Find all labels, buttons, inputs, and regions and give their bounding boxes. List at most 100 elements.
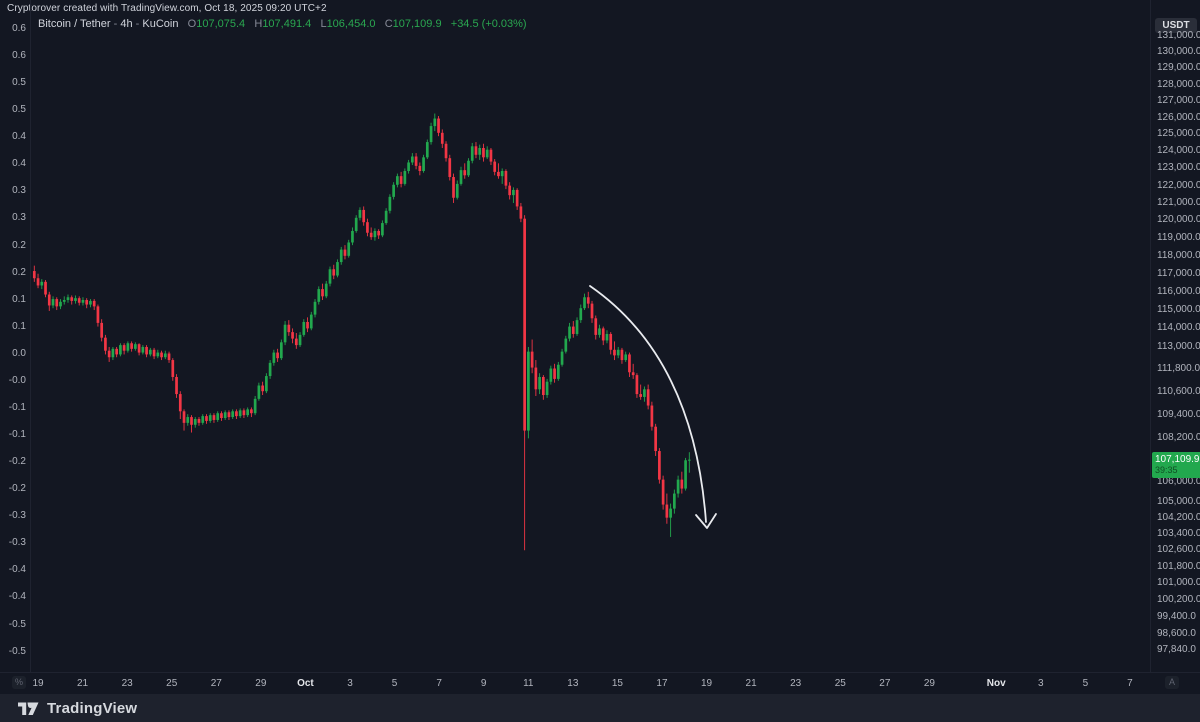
candle-up xyxy=(119,345,122,355)
currency-unit-button[interactable]: USDT xyxy=(1155,18,1197,33)
candle-up xyxy=(568,326,571,339)
time-axis-tick: 25 xyxy=(834,678,846,689)
right-axis-tick: 108,200.0 xyxy=(1157,432,1200,444)
candle-down xyxy=(190,417,193,425)
time-axis-tick: 9 xyxy=(480,678,487,689)
time-axis-tick: 19 xyxy=(700,678,713,689)
right-axis-tick: 123,000.0 xyxy=(1157,162,1200,174)
ohlc-open-value: 107,075.4 xyxy=(196,18,246,30)
candle-down xyxy=(197,418,201,423)
right-axis-tick: 131,000.0 xyxy=(1157,29,1200,41)
candle-up xyxy=(433,118,437,127)
trend-arrow-annotation[interactable] xyxy=(589,285,707,523)
candle-up xyxy=(351,230,354,243)
candle-down xyxy=(508,185,512,196)
time-axis-tick: Nov xyxy=(986,678,1006,689)
candle-up xyxy=(347,242,351,256)
candle-down xyxy=(32,271,36,279)
candle-down xyxy=(628,354,631,373)
candle-up xyxy=(208,415,212,421)
candle-wick xyxy=(688,452,690,473)
candle-up xyxy=(538,376,541,390)
candle-down xyxy=(212,415,216,420)
candle-up xyxy=(201,416,205,423)
time-axis-tick: 3 xyxy=(1038,678,1044,689)
candle-down xyxy=(519,206,523,219)
candle-down xyxy=(463,170,467,176)
candle-up xyxy=(134,344,137,349)
candle-up xyxy=(583,297,586,309)
right-axis-tick: 101,800.0 xyxy=(1157,560,1200,572)
right-axis-tick: 113,000.0 xyxy=(1157,340,1200,352)
candle-up xyxy=(485,149,489,158)
candle-up xyxy=(396,176,399,185)
candle-up xyxy=(455,183,459,198)
candle-up xyxy=(384,210,388,224)
time-axis-tick: 21 xyxy=(77,678,89,689)
right-axis-tick: 118,000.0 xyxy=(1157,249,1200,261)
candle-up xyxy=(279,342,283,359)
candle-up xyxy=(336,262,339,276)
candle-up xyxy=(257,385,261,399)
right-axis-tick: 100,200.0 xyxy=(1157,594,1200,606)
right-axis-tick: 126,000.0 xyxy=(1157,111,1200,123)
left-axis-tick: -0.2 xyxy=(8,456,26,468)
time-axis-tick: 7 xyxy=(436,678,442,689)
left-axis-tick: -0.4 xyxy=(8,564,26,576)
candle-down xyxy=(220,413,223,419)
time-axis-tick: 29 xyxy=(923,678,935,689)
candle-down xyxy=(377,230,381,236)
candle-up xyxy=(62,299,66,302)
right-axis-separator xyxy=(1150,0,1151,672)
candle-up xyxy=(425,142,429,158)
time-axis-tick: 7 xyxy=(1127,678,1133,689)
right-axis-tick: 111,800.0 xyxy=(1157,363,1200,375)
footer-bar: TradingView xyxy=(0,694,1200,722)
candle-up xyxy=(265,376,268,392)
left-axis-tick: 0.3 xyxy=(12,212,26,224)
left-axis-tick: -0.4 xyxy=(8,591,26,603)
candle-down xyxy=(534,367,538,390)
candle-down xyxy=(542,376,545,396)
arrow-head xyxy=(695,513,717,529)
right-axis-tick: 109,400.0 xyxy=(1157,409,1200,421)
left-scale-mode-badge[interactable]: % xyxy=(12,676,26,689)
candle-down xyxy=(489,149,493,162)
candle-up xyxy=(223,412,227,419)
candle-up xyxy=(673,493,676,509)
tradingview-logo-icon[interactable] xyxy=(18,699,39,718)
candle-down xyxy=(482,148,485,158)
candle-down xyxy=(107,350,111,358)
candle-up xyxy=(272,352,276,363)
time-axis-separator xyxy=(0,672,1200,673)
attribution-text: Cryptorover created with TradingView.com… xyxy=(7,3,327,14)
bar-countdown: 39:35 xyxy=(1155,464,1178,475)
candle-down xyxy=(680,479,684,489)
chart-pane[interactable] xyxy=(30,14,1150,672)
candle-up xyxy=(339,249,343,263)
candle-up xyxy=(500,171,504,177)
candle-down xyxy=(366,222,369,233)
candle-down xyxy=(515,189,519,207)
candle-up xyxy=(186,417,190,423)
candle-up xyxy=(51,299,55,306)
candle-up xyxy=(403,171,407,184)
candle-up xyxy=(470,146,474,161)
legend-symbol[interactable]: Bitcoin / Tether xyxy=(38,18,111,30)
left-axis-tick: 0.3 xyxy=(12,185,26,197)
footer-brand-text[interactable]: TradingView xyxy=(47,699,138,717)
candle-down xyxy=(332,269,336,276)
ohlc-high-value: 107,491.4 xyxy=(262,18,312,30)
time-axis-tick: 29 xyxy=(255,678,267,689)
candle-up xyxy=(283,324,287,343)
candle-down xyxy=(36,278,40,286)
candle-down xyxy=(474,146,478,155)
candlestick-chart[interactable] xyxy=(30,14,1150,672)
legend-interval[interactable]: 4h xyxy=(120,18,133,30)
auto-scale-badge[interactable]: A xyxy=(1165,676,1179,689)
candle-up xyxy=(328,269,332,284)
candle-wick xyxy=(501,168,503,184)
time-axis-tick: 27 xyxy=(210,678,222,689)
left-axis-tick: -0.3 xyxy=(8,537,26,549)
right-axis-tick: 102,600.0 xyxy=(1157,544,1200,556)
